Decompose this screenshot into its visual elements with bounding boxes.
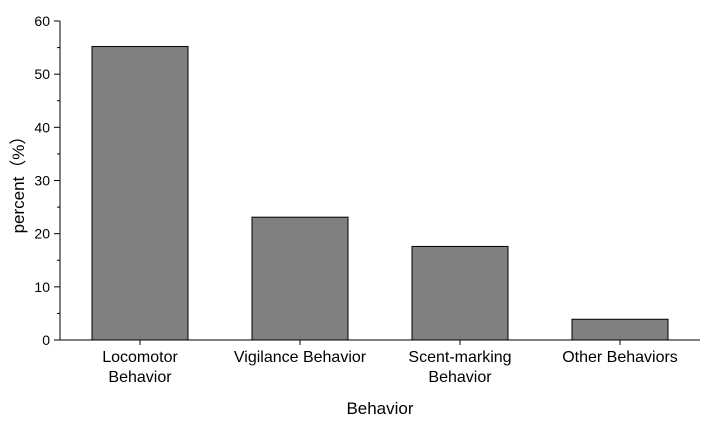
bar: [251, 216, 349, 341]
y-tick-label: 30: [34, 173, 50, 189]
y-tick-label: 0: [42, 332, 50, 348]
x-tick-label: Vigilance Behavior: [234, 349, 367, 366]
bar: [411, 245, 509, 341]
y-tick-label: 40: [34, 119, 50, 135]
y-axis: 0 10 20 30 40 50 60: [34, 13, 61, 348]
y-tick-label: 60: [34, 13, 50, 29]
y-axis-title: percent（%）: [9, 128, 28, 234]
x-tick-label: Scent-marking Behavior: [408, 349, 511, 386]
bar: [91, 46, 189, 341]
y-tick-label: 50: [34, 66, 50, 82]
x-axis-title: Behavior: [346, 399, 413, 418]
y-tick-label: 10: [34, 279, 50, 295]
bar: [571, 318, 669, 341]
x-tick-label: Other Behaviors: [562, 349, 678, 366]
x-axis: Locomotor Behavior Vigilance Behavior Scent…: [60, 339, 700, 386]
bars-group: [91, 46, 669, 341]
x-tick-label: Locomotor Behavior: [102, 349, 178, 386]
y-tick-label: 20: [34, 226, 50, 242]
